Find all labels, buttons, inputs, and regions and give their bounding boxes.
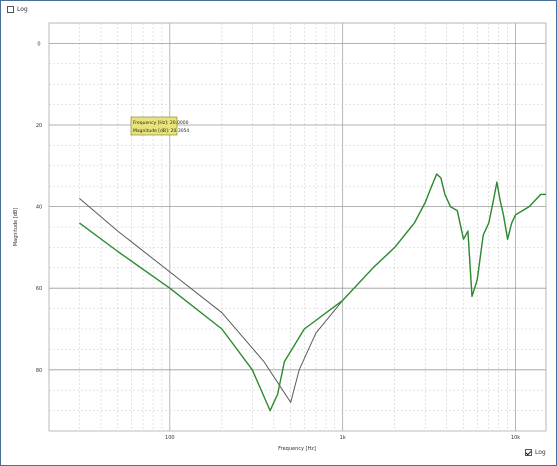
tooltip-line-magnitude: Magnitude [dB]: 20.3054 <box>133 128 189 134</box>
y-tick-label: 0 <box>37 41 40 47</box>
tick-layer: 0 20 40 60 80 100 1k 10k <box>36 41 520 441</box>
y-tick-label: 20 <box>36 123 42 129</box>
grid-layer <box>48 23 546 432</box>
log-toggle-bottom[interactable]: Log <box>525 449 546 456</box>
log-toggle-bottom-label: Log <box>535 449 546 456</box>
tooltip-box <box>130 116 178 136</box>
y-tick-label: 80 <box>36 368 42 374</box>
x-tick-label: 10k <box>511 435 520 441</box>
log-toggle-top[interactable]: Log <box>7 6 28 13</box>
y-axis-title: Magnitude [dB] <box>13 208 19 247</box>
y-tick-label: 60 <box>36 286 42 292</box>
tooltip-line-frequency: Frequency [Hz]: 20.0000 <box>133 120 189 126</box>
x-axis-title: Frequency [Hz] <box>278 446 316 452</box>
x-tick-label: 1k <box>340 435 346 441</box>
x-tick-label: 100 <box>165 435 175 441</box>
log-toggle-top-label: Log <box>17 6 28 13</box>
log-checkbox-bottom[interactable] <box>525 449 532 456</box>
series-layer <box>78 173 546 412</box>
value-tooltip: Frequency [Hz]: 20.0000 Magnitude [dB]: … <box>130 116 189 136</box>
series-line-2 <box>78 173 546 412</box>
y-tick-label: 40 <box>36 205 42 211</box>
log-checkbox-top[interactable] <box>7 6 14 13</box>
